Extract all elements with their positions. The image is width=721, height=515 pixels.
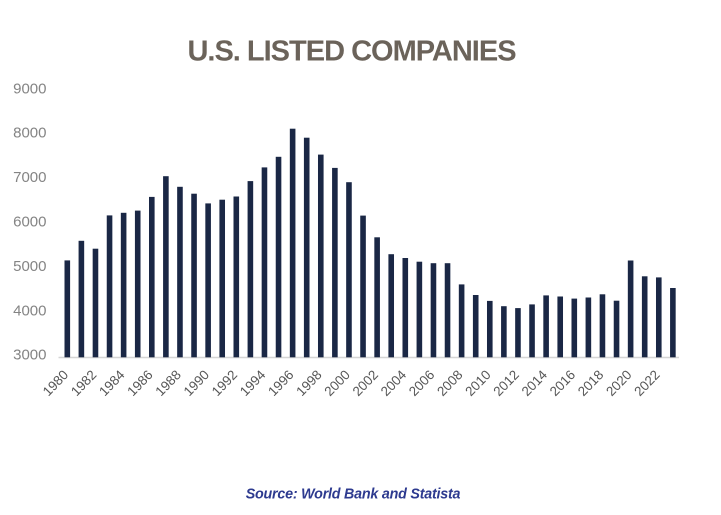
svg-text:U.S. LISTED COMPANIES: U.S. LISTED COMPANIES: [187, 36, 516, 68]
svg-text:8000: 8000: [13, 125, 46, 142]
svg-text:6000: 6000: [13, 214, 46, 231]
svg-text:5000: 5000: [13, 258, 46, 275]
svg-text:7000: 7000: [13, 169, 46, 186]
svg-text:9000: 9000: [13, 80, 46, 97]
svg-text:3000: 3000: [13, 347, 46, 364]
svg-text:4000: 4000: [13, 302, 46, 319]
svg-text:Source: World Bank and Statist: Source: World Bank and Statista: [246, 487, 461, 503]
